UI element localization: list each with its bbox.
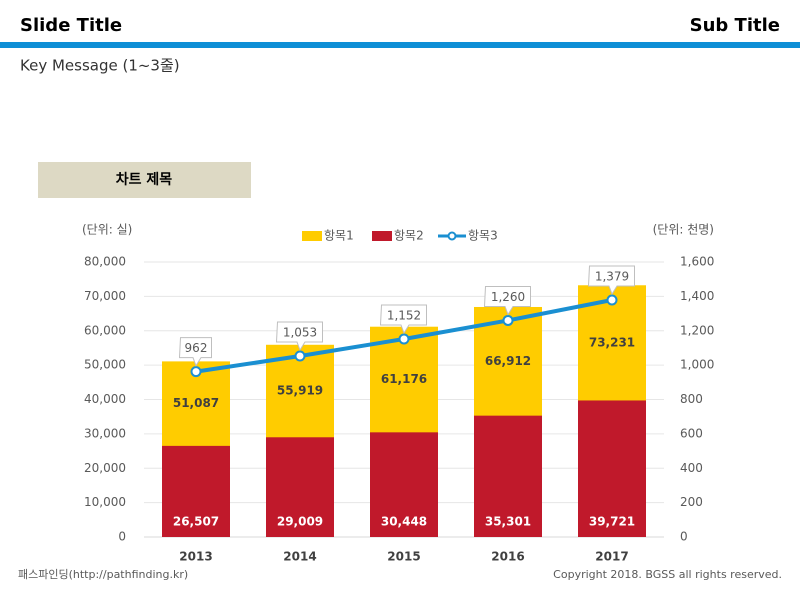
y2-tick-label: 1,400 xyxy=(680,289,714,303)
y-tick-label: 20,000 xyxy=(84,461,126,475)
key-message: Key Message (1~3줄) xyxy=(20,57,180,75)
data-label: 1,379 xyxy=(595,269,629,283)
chart-title-box xyxy=(38,162,251,198)
y-axis-label: (단위: 실) xyxy=(82,223,132,237)
y-tick-label: 50,000 xyxy=(84,358,126,372)
y-tick-label: 10,000 xyxy=(84,495,126,509)
bar xyxy=(162,445,230,537)
bar xyxy=(370,432,438,537)
x-tick-label: 2017 xyxy=(595,550,628,564)
bar xyxy=(474,415,542,537)
data-label: 1,053 xyxy=(283,326,317,340)
bar xyxy=(266,437,334,537)
y2-tick-label: 800 xyxy=(680,392,703,406)
line-marker xyxy=(190,366,202,378)
data-label: 61,176 xyxy=(381,372,427,386)
data-label: 66,912 xyxy=(485,354,531,368)
footer-right: Copyright 2018. BGSS all rights reserved… xyxy=(553,568,782,581)
legend-label: 항목2 xyxy=(394,229,424,243)
header-bar xyxy=(0,42,800,48)
sub-title: Sub Title xyxy=(690,15,780,36)
slide-title: Slide Title xyxy=(20,15,122,36)
y-tick-label: 40,000 xyxy=(84,392,126,406)
data-label: 55,919 xyxy=(277,384,323,398)
data-label: 39,721 xyxy=(589,515,635,529)
y-tick-label: 30,000 xyxy=(84,426,126,440)
y-tick-label: 70,000 xyxy=(84,289,126,303)
data-label: 962 xyxy=(185,341,208,355)
line-marker xyxy=(502,314,514,326)
y-tick-label: 0 xyxy=(118,530,126,544)
data-label: 51,087 xyxy=(173,396,219,410)
y2-tick-label: 1,000 xyxy=(680,358,714,372)
x-tick-label: 2014 xyxy=(283,550,316,564)
legend-label: 항목3 xyxy=(468,229,498,243)
legend-swatch xyxy=(302,231,322,241)
data-label: 30,448 xyxy=(381,515,427,529)
data-label: 35,301 xyxy=(485,515,531,529)
y2-tick-label: 600 xyxy=(680,426,703,440)
data-label: 1,260 xyxy=(491,290,525,304)
legend-swatch xyxy=(372,231,392,241)
y-tick-label: 60,000 xyxy=(84,323,126,337)
chart-title: 차트 제목 xyxy=(116,172,173,188)
y2-axis-label: (단위: 천명) xyxy=(653,222,714,237)
legend-label: 항목1 xyxy=(324,229,354,243)
callout-box xyxy=(379,304,427,335)
y2-tick-label: 0 xyxy=(680,530,688,544)
data-label: 29,009 xyxy=(277,515,323,529)
callout-box xyxy=(275,321,323,352)
y-tick-label: 80,000 xyxy=(84,255,126,269)
callout-box xyxy=(483,285,531,316)
bar xyxy=(578,400,646,537)
legend-swatch xyxy=(447,231,457,241)
line-marker xyxy=(398,333,410,345)
line-marker xyxy=(294,350,306,362)
data-label: 26,507 xyxy=(173,515,219,529)
y2-tick-label: 1,600 xyxy=(680,255,714,269)
y2-tick-label: 200 xyxy=(680,495,703,509)
y2-tick-label: 400 xyxy=(680,461,703,475)
x-tick-label: 2013 xyxy=(179,550,212,564)
data-label: 73,231 xyxy=(589,335,635,349)
data-label: 1,152 xyxy=(387,309,421,323)
y2-tick-label: 1,200 xyxy=(680,323,714,337)
callout-box xyxy=(178,337,212,367)
x-tick-label: 2015 xyxy=(387,550,420,564)
x-tick-label: 2016 xyxy=(491,550,524,564)
callout-box xyxy=(587,265,635,296)
line-marker xyxy=(606,294,618,306)
footer-left: 패스파인딩(http://pathfinding.kr) xyxy=(18,568,188,581)
